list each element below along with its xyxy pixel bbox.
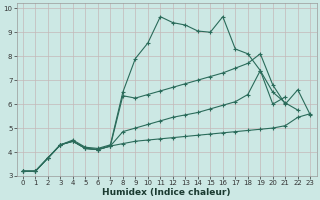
X-axis label: Humidex (Indice chaleur): Humidex (Indice chaleur) [102, 188, 231, 197]
